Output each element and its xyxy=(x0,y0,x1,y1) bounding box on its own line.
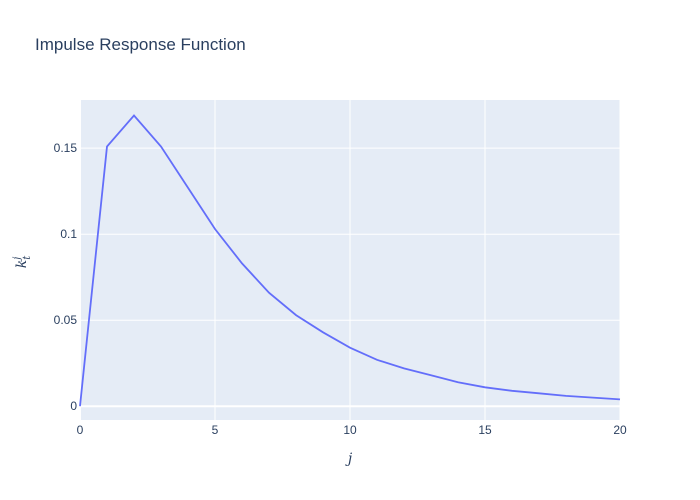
x-tick-label: 20 xyxy=(613,423,627,437)
x-axis-label: j xyxy=(345,451,353,467)
y-axis-ticks: 0 0.05 0.1 0.15 xyxy=(54,141,78,413)
x-tick-label: 5 xyxy=(212,423,219,437)
y-tick-label: 0.1 xyxy=(60,227,77,241)
y-tick-label: 0 xyxy=(70,399,77,413)
x-tick-label: 0 xyxy=(77,423,84,437)
y-tick-label: 0.15 xyxy=(54,141,78,155)
y-axis-label-base: k xyxy=(14,260,30,268)
y-axis-label-sub: t xyxy=(22,255,33,260)
x-axis-ticks: 0 5 10 15 20 xyxy=(77,423,627,437)
series-line xyxy=(79,114,621,407)
y-axis-label-sup: j xyxy=(12,257,23,262)
x-tick-label: 10 xyxy=(343,423,357,437)
y-axis-label: ktj xyxy=(12,255,33,268)
y-tick-label: 0.05 xyxy=(54,313,78,327)
x-tick-label: 15 xyxy=(478,423,492,437)
grid xyxy=(79,100,621,420)
chart-title: Impulse Response Function xyxy=(35,35,246,54)
